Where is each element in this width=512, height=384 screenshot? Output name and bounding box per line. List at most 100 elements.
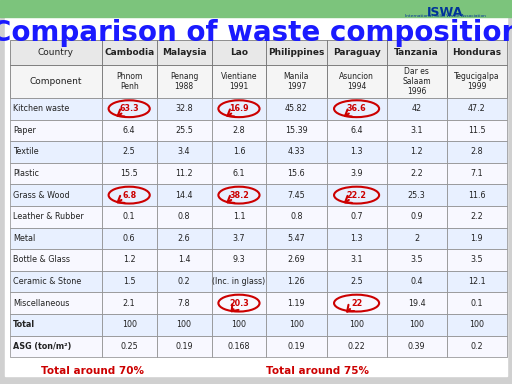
Text: 2.8: 2.8 bbox=[232, 126, 245, 135]
Text: 1.9: 1.9 bbox=[471, 234, 483, 243]
Text: 3.9: 3.9 bbox=[350, 169, 363, 178]
Text: 100: 100 bbox=[289, 320, 304, 329]
Text: 5.47: 5.47 bbox=[288, 234, 305, 243]
Text: 0.19: 0.19 bbox=[288, 342, 305, 351]
Text: 6.4: 6.4 bbox=[123, 126, 135, 135]
Text: 7.8: 7.8 bbox=[178, 299, 190, 308]
Text: 11.2: 11.2 bbox=[175, 169, 193, 178]
Text: 15.6: 15.6 bbox=[288, 169, 305, 178]
Text: Penang
1988: Penang 1988 bbox=[170, 72, 198, 91]
Text: 0.22: 0.22 bbox=[348, 342, 366, 351]
Text: International Solid Waste Association: International Solid Waste Association bbox=[405, 14, 486, 18]
Text: 11.5: 11.5 bbox=[468, 126, 486, 135]
Text: 0.2: 0.2 bbox=[178, 277, 190, 286]
Text: Miscellaneous: Miscellaneous bbox=[13, 299, 69, 308]
Text: Philippines: Philippines bbox=[268, 48, 325, 57]
Text: 2.5: 2.5 bbox=[350, 277, 363, 286]
Text: Leather & Rubber: Leather & Rubber bbox=[13, 212, 83, 221]
Text: 2.69: 2.69 bbox=[288, 255, 305, 265]
Text: 1.2: 1.2 bbox=[123, 255, 136, 265]
Text: Ceramic & Stone: Ceramic & Stone bbox=[13, 277, 81, 286]
Text: 0.7: 0.7 bbox=[350, 212, 363, 221]
Text: 6.1: 6.1 bbox=[233, 169, 245, 178]
Text: 7.45: 7.45 bbox=[288, 190, 305, 200]
Text: 0.9: 0.9 bbox=[411, 212, 423, 221]
Text: 6.8: 6.8 bbox=[122, 190, 136, 200]
Text: Lao: Lao bbox=[230, 48, 248, 57]
Text: 1.2: 1.2 bbox=[411, 147, 423, 156]
Text: 2.2: 2.2 bbox=[410, 169, 423, 178]
Text: 0.8: 0.8 bbox=[178, 212, 190, 221]
Text: 16.9: 16.9 bbox=[229, 104, 249, 113]
Text: 3.5: 3.5 bbox=[411, 255, 423, 265]
Text: 25.5: 25.5 bbox=[175, 126, 193, 135]
Text: Country: Country bbox=[38, 48, 74, 57]
Text: 0.1: 0.1 bbox=[471, 299, 483, 308]
Text: 36.6: 36.6 bbox=[347, 104, 367, 113]
Text: Textile: Textile bbox=[13, 147, 38, 156]
Text: Bottle & Glass: Bottle & Glass bbox=[13, 255, 70, 265]
Text: 20.3: 20.3 bbox=[229, 299, 249, 308]
Text: 3.4: 3.4 bbox=[178, 147, 190, 156]
Text: 45.82: 45.82 bbox=[285, 104, 308, 113]
Text: 0.6: 0.6 bbox=[123, 234, 135, 243]
Text: 0.8: 0.8 bbox=[290, 212, 303, 221]
Text: 1.19: 1.19 bbox=[288, 299, 305, 308]
Text: 0.4: 0.4 bbox=[411, 277, 423, 286]
Text: 32.8: 32.8 bbox=[175, 104, 193, 113]
Text: ASG (ton/m²): ASG (ton/m²) bbox=[13, 342, 71, 351]
Text: 1.6: 1.6 bbox=[233, 147, 245, 156]
Text: 2.8: 2.8 bbox=[471, 147, 483, 156]
Text: Total around 75%: Total around 75% bbox=[266, 366, 369, 376]
Text: 6.4: 6.4 bbox=[350, 126, 363, 135]
Text: 11.6: 11.6 bbox=[468, 190, 485, 200]
Text: Cambodia: Cambodia bbox=[104, 48, 154, 57]
Text: 1.3: 1.3 bbox=[350, 147, 363, 156]
Text: 47.2: 47.2 bbox=[468, 104, 486, 113]
Text: 0.168: 0.168 bbox=[228, 342, 250, 351]
Text: 100: 100 bbox=[470, 320, 484, 329]
Text: 1.5: 1.5 bbox=[123, 277, 136, 286]
Text: 63.3: 63.3 bbox=[119, 104, 139, 113]
Text: 3.1: 3.1 bbox=[411, 126, 423, 135]
Text: 0.25: 0.25 bbox=[120, 342, 138, 351]
Text: 100: 100 bbox=[177, 320, 191, 329]
Text: 0.2: 0.2 bbox=[471, 342, 483, 351]
Text: 1.4: 1.4 bbox=[178, 255, 190, 265]
Text: 15.39: 15.39 bbox=[285, 126, 308, 135]
Text: 0.39: 0.39 bbox=[408, 342, 425, 351]
Text: Vientiane
1991: Vientiane 1991 bbox=[221, 72, 257, 91]
Text: ISWA: ISWA bbox=[427, 6, 464, 19]
Text: 1.3: 1.3 bbox=[350, 234, 363, 243]
Text: Manila
1997: Manila 1997 bbox=[284, 72, 309, 91]
Text: 1.26: 1.26 bbox=[288, 277, 305, 286]
Text: Tegucigalpa
1999: Tegucigalpa 1999 bbox=[454, 72, 500, 91]
Text: 0.1: 0.1 bbox=[123, 212, 135, 221]
Text: Honduras: Honduras bbox=[452, 48, 501, 57]
Text: 3.7: 3.7 bbox=[232, 234, 245, 243]
Text: 100: 100 bbox=[231, 320, 246, 329]
Text: 38.2: 38.2 bbox=[229, 190, 249, 200]
Text: Paper: Paper bbox=[13, 126, 36, 135]
Text: (Inc. in glass): (Inc. in glass) bbox=[212, 277, 266, 286]
Text: Paraguay: Paraguay bbox=[333, 48, 380, 57]
Text: 22: 22 bbox=[351, 299, 362, 308]
Text: 100: 100 bbox=[122, 320, 137, 329]
Text: 14.4: 14.4 bbox=[175, 190, 193, 200]
Text: 7.1: 7.1 bbox=[471, 169, 483, 178]
Text: Total around 70%: Total around 70% bbox=[40, 366, 144, 376]
Text: 3.5: 3.5 bbox=[471, 255, 483, 265]
Text: 2.1: 2.1 bbox=[123, 299, 136, 308]
Text: 3.1: 3.1 bbox=[350, 255, 363, 265]
Text: 0.19: 0.19 bbox=[175, 342, 193, 351]
Text: 100: 100 bbox=[409, 320, 424, 329]
Text: 2.5: 2.5 bbox=[123, 147, 136, 156]
Text: 15.5: 15.5 bbox=[120, 169, 138, 178]
Text: 25.3: 25.3 bbox=[408, 190, 425, 200]
Text: 12.1: 12.1 bbox=[468, 277, 486, 286]
Text: Component: Component bbox=[30, 77, 82, 86]
Text: 1.1: 1.1 bbox=[233, 212, 245, 221]
Text: Phnom
Penh: Phnom Penh bbox=[116, 72, 142, 91]
Text: 2: 2 bbox=[414, 234, 419, 243]
Text: 22.2: 22.2 bbox=[347, 190, 367, 200]
